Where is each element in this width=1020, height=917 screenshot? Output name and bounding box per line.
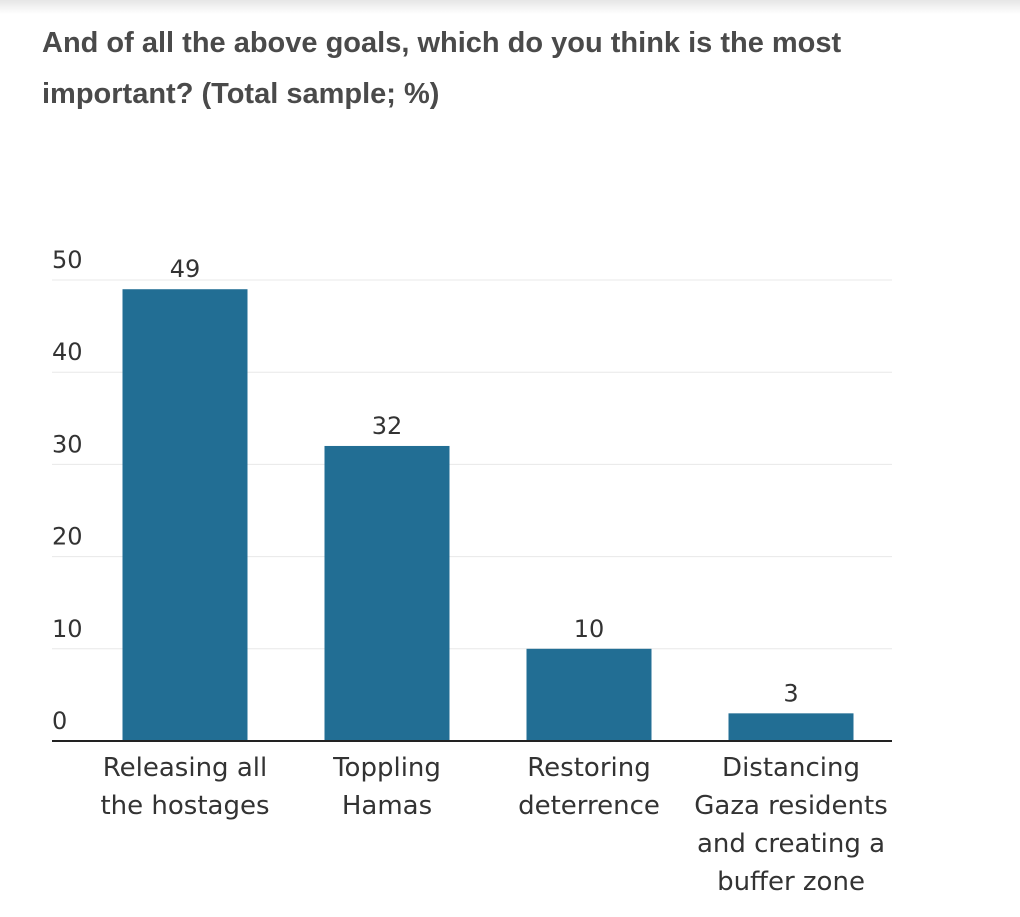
y-tick-label: 20 [52, 523, 83, 551]
bar-value-label: 32 [372, 412, 403, 440]
bar-value-label: 3 [783, 679, 798, 707]
y-axis-ticks: 0 10 20 30 40 50 [52, 246, 83, 735]
bar [122, 289, 248, 741]
category-label-line: deterrence [518, 791, 660, 821]
category-label: Distancing Gaza residents and creating a bu… [694, 753, 888, 897]
bar-value-label: 49 [170, 255, 201, 283]
category-label-line: Toppling [332, 753, 441, 783]
category-label-line: Releasing all [103, 753, 267, 783]
category-label: Releasing all the hostages [100, 753, 269, 821]
category-label-line: buffer zone [717, 867, 865, 897]
bar-value-label: 10 [574, 615, 605, 643]
category-label-line: the hostages [100, 791, 269, 821]
chart-title: And of all the above goals, which do you… [42, 27, 842, 110]
data-labels: 49 32 10 3 [170, 255, 799, 707]
bar [324, 445, 450, 741]
top-shadow [0, 0, 1020, 14]
category-label-line: and creating a [697, 829, 885, 859]
bar [526, 648, 652, 741]
y-tick-label: 50 [52, 246, 83, 274]
bars [122, 289, 854, 741]
y-tick-label: 0 [52, 707, 67, 735]
x-axis-categories: Releasing all the hostages Toppling Hamas Re… [100, 753, 887, 897]
category-label: Restoring deterrence [518, 753, 660, 821]
category-label: Toppling Hamas [332, 753, 441, 821]
category-label-line: Restoring [527, 753, 650, 783]
bar [728, 713, 854, 741]
y-tick-label: 30 [52, 430, 83, 458]
category-label-line: Gaza residents [694, 791, 888, 821]
category-label-line: Distancing [722, 753, 860, 783]
y-tick-label: 10 [52, 615, 83, 643]
category-label-line: Hamas [342, 791, 432, 821]
y-tick-label: 40 [52, 338, 83, 366]
